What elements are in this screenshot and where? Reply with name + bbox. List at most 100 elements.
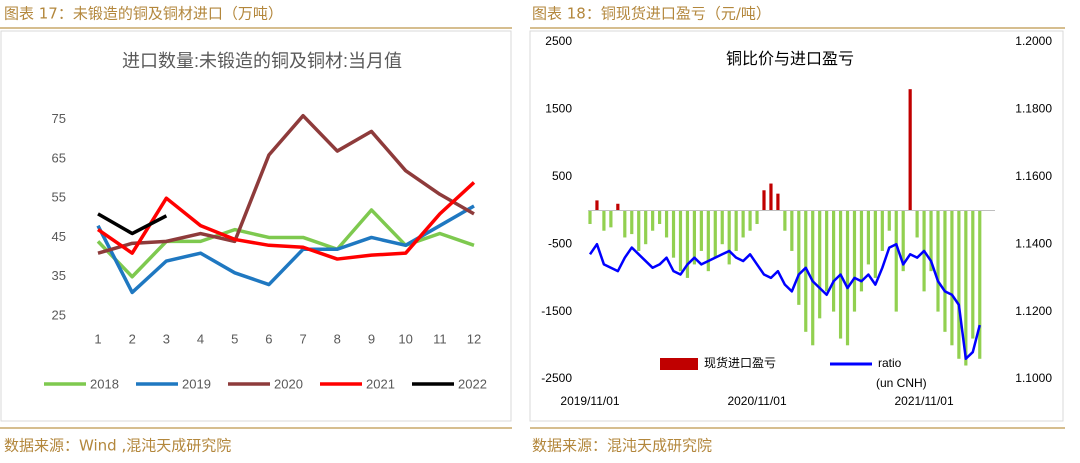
bar bbox=[971, 210, 975, 339]
bar bbox=[609, 210, 613, 228]
bar bbox=[769, 183, 773, 211]
chart-frame bbox=[529, 30, 1064, 422]
y-tick-label: -1500 bbox=[541, 304, 572, 318]
bar bbox=[943, 210, 947, 332]
x-tick-label: 2020/11/01 bbox=[727, 394, 786, 408]
bar bbox=[685, 210, 690, 278]
y2-tick-label: 1.1800 bbox=[1015, 102, 1052, 116]
chart-frame bbox=[0, 30, 512, 422]
legend-label: ratio bbox=[878, 356, 902, 370]
y2-tick-label: 1.1600 bbox=[1015, 169, 1052, 183]
y-tick-label: 35 bbox=[52, 268, 66, 283]
bar bbox=[859, 210, 864, 292]
bar bbox=[957, 210, 961, 359]
bar bbox=[602, 210, 606, 231]
x-tick-label: 2021/11/01 bbox=[894, 394, 953, 408]
bar bbox=[964, 210, 968, 366]
bar bbox=[678, 210, 683, 272]
bar bbox=[651, 210, 655, 231]
chart: -2500 -1500 -500 500 1500 2500 1.1000 1.1200 1.1… bbox=[541, 34, 1052, 408]
bar bbox=[664, 210, 669, 238]
y2-tick-label: 1.1400 bbox=[1015, 236, 1052, 250]
bar bbox=[623, 210, 627, 238]
bar bbox=[797, 210, 801, 305]
x-tick-label: 5 bbox=[231, 331, 238, 346]
legend-label: 2019 bbox=[182, 376, 211, 391]
bar bbox=[616, 203, 620, 211]
bar bbox=[706, 210, 710, 272]
source-note: 数据来源：混沌天成研究院 bbox=[532, 437, 712, 455]
y-tick-label: 500 bbox=[552, 169, 572, 183]
y-tick-label: -500 bbox=[548, 236, 572, 250]
bar bbox=[741, 210, 745, 238]
figure-caption: 图表 17：未锻造的铜及铜材进口（万吨） bbox=[4, 5, 283, 23]
bar bbox=[595, 200, 599, 211]
bar bbox=[644, 210, 648, 245]
x-tick-label: 6 bbox=[265, 331, 272, 346]
x-tick-label: 2019/11/01 bbox=[560, 394, 619, 408]
line bbox=[97, 212, 168, 236]
bar bbox=[671, 210, 676, 258]
bar bbox=[832, 210, 836, 312]
bar bbox=[790, 210, 794, 251]
bar bbox=[783, 210, 787, 231]
y-tick-label: -2500 bbox=[541, 371, 572, 385]
bar bbox=[811, 210, 815, 346]
bar bbox=[755, 210, 759, 224]
bar bbox=[658, 210, 662, 224]
bar bbox=[713, 210, 717, 258]
x-tick-label: 2 bbox=[129, 331, 136, 346]
bar bbox=[727, 210, 731, 265]
legend-swatch bbox=[660, 358, 698, 370]
y2-tick-label: 1.1200 bbox=[1015, 304, 1052, 318]
legend-label: 2022 bbox=[458, 376, 487, 391]
chart-title: 铜比价与进口盈亏 bbox=[726, 50, 854, 68]
x-tick-label: 9 bbox=[368, 331, 375, 346]
y2-tick-label: 1.1000 bbox=[1015, 371, 1052, 385]
x-tick-label: 7 bbox=[299, 331, 306, 346]
x-tick-label: 1 bbox=[94, 331, 101, 346]
bar bbox=[978, 210, 982, 359]
y-tick-label: 55 bbox=[52, 190, 66, 205]
bar bbox=[818, 210, 822, 319]
bar bbox=[637, 210, 641, 251]
bar bbox=[915, 210, 919, 238]
x-tick-label: 8 bbox=[334, 331, 341, 346]
bar bbox=[908, 89, 912, 211]
line bbox=[97, 181, 476, 261]
bar bbox=[776, 193, 780, 211]
x-tick-label: 4 bbox=[197, 331, 204, 346]
x-tick-label: 12 bbox=[467, 331, 481, 346]
bar bbox=[734, 210, 738, 251]
x-tick-label: 11 bbox=[433, 331, 447, 346]
bar bbox=[720, 210, 724, 245]
bar bbox=[852, 210, 857, 312]
annotation: (un CNH) bbox=[876, 376, 927, 390]
y-tick-label: 2500 bbox=[545, 34, 572, 48]
y-tick-label: 75 bbox=[52, 111, 66, 126]
bar bbox=[950, 210, 954, 346]
x-tick-label: 3 bbox=[163, 331, 170, 346]
source-note: 数据来源：Wind ,混沌天成研究院 bbox=[4, 437, 231, 455]
bar bbox=[748, 210, 752, 231]
bar bbox=[588, 210, 592, 224]
y-tick-label: 1500 bbox=[545, 102, 572, 116]
bar bbox=[901, 210, 905, 272]
y2-tick-label: 1.2000 bbox=[1015, 34, 1052, 48]
bar bbox=[880, 210, 884, 251]
bar bbox=[866, 210, 870, 265]
y-tick-label: 45 bbox=[52, 229, 66, 244]
bar bbox=[825, 210, 829, 292]
bar bbox=[929, 210, 933, 272]
line bbox=[96, 204, 475, 295]
bar bbox=[630, 210, 634, 235]
legend-label: 2020 bbox=[274, 376, 303, 391]
line bbox=[97, 113, 475, 255]
figure-caption: 图表 18：铜现货进口盈亏（元/吨） bbox=[532, 5, 771, 23]
bar bbox=[887, 210, 891, 231]
y-tick-label: 65 bbox=[52, 150, 66, 165]
bar bbox=[845, 210, 850, 346]
x-tick-label: 10 bbox=[398, 331, 412, 346]
